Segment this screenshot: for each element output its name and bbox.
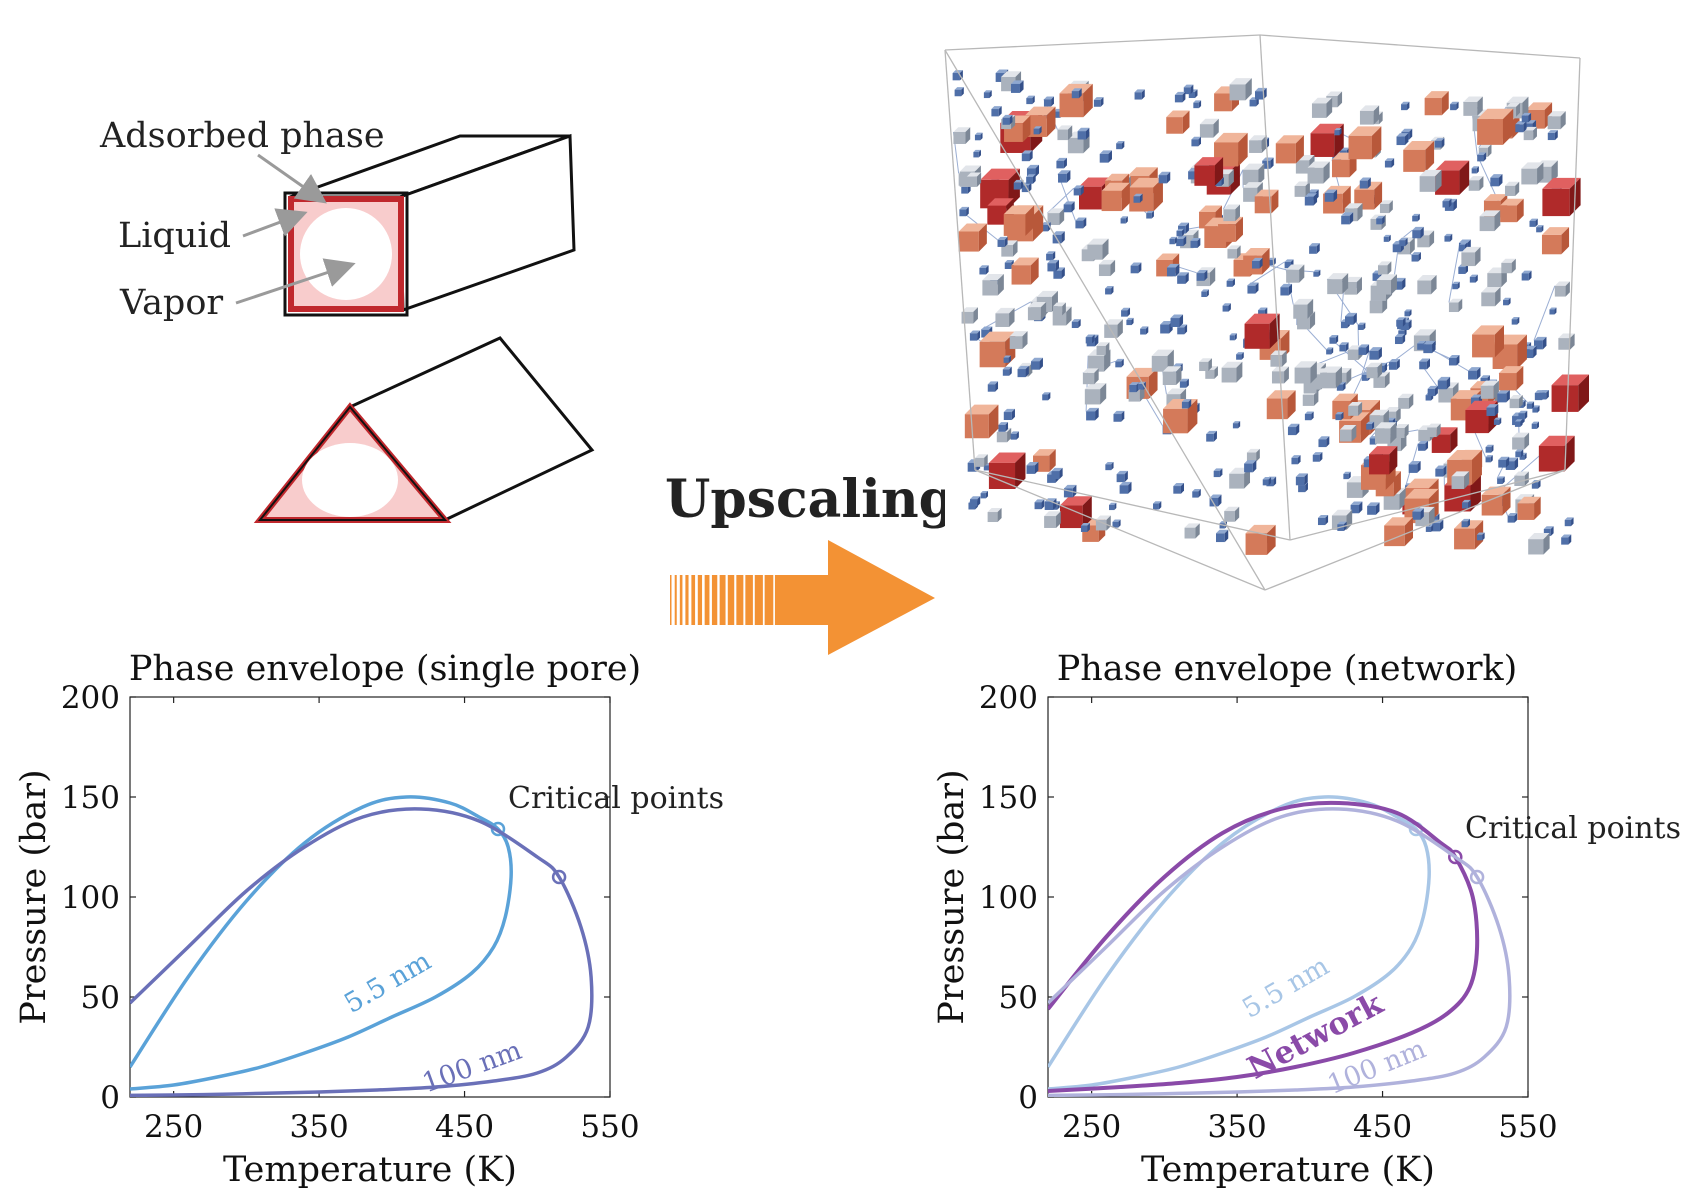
series-label: 100 nm xyxy=(418,1035,525,1099)
arrow-stripe xyxy=(679,575,683,625)
chart-title: Phase envelope (single pore) xyxy=(129,649,641,689)
vapor-bubble-triangle xyxy=(302,443,398,517)
vapor-pointer xyxy=(235,258,356,305)
arrow-stripe xyxy=(719,575,726,625)
y-tick-label: 50 xyxy=(81,980,120,1016)
square-pore-diagram xyxy=(283,133,576,317)
vapor-label: Vapor xyxy=(119,283,223,323)
y-tick-label: 50 xyxy=(999,980,1038,1016)
arrow-head xyxy=(828,540,935,655)
y-tick-label: 100 xyxy=(61,880,120,916)
network-pores xyxy=(952,69,1589,555)
critical-point-marker xyxy=(1448,849,1463,865)
y-tick-label: 0 xyxy=(100,1080,120,1116)
plot-area xyxy=(129,696,611,1098)
arrow-stripe xyxy=(670,575,672,625)
y-axis-label: Pressure (bar) xyxy=(14,769,54,1024)
liquid-pointer xyxy=(242,208,308,238)
arrow-stripe xyxy=(754,575,763,625)
series-label: 5.5 nm xyxy=(339,946,436,1020)
arrow-stripe xyxy=(711,575,718,625)
y-axis-label: Pressure (bar) xyxy=(932,769,972,1024)
x-axis-label: Temperature (K) xyxy=(223,1150,517,1190)
y-tick-label: 200 xyxy=(61,680,120,716)
chart-network: Phase envelope (network) 250 350 450 550 0 50 1… xyxy=(932,649,1681,1190)
liquid-label: Liquid xyxy=(118,216,231,256)
y-tick-label: 100 xyxy=(979,880,1038,916)
vapor-bubble xyxy=(300,208,392,300)
arrow-stripe xyxy=(764,575,774,625)
y-tick-label: 200 xyxy=(979,680,1038,716)
adsorbed-phase-pointer xyxy=(257,153,327,204)
arrow-stripe xyxy=(691,575,696,625)
chart-title: Phase envelope (network) xyxy=(1057,649,1518,689)
x-tick-label: 250 xyxy=(1062,1109,1121,1145)
arrow-stripe xyxy=(736,575,744,625)
y-tick-label: 150 xyxy=(61,780,120,816)
x-axis-label: Temperature (K) xyxy=(1141,1150,1435,1190)
x-tick-label: 350 xyxy=(290,1109,349,1145)
pore-network-3d xyxy=(944,34,1589,595)
series-line-100-nm xyxy=(1048,807,1512,1097)
x-tick-label: 450 xyxy=(1353,1109,1412,1145)
y-tick-label: 150 xyxy=(979,780,1038,816)
critical-points-annotation: Critical points xyxy=(508,781,724,816)
x-tick-label: 550 xyxy=(580,1109,639,1145)
critical-points-annotation: Critical points xyxy=(1465,811,1681,846)
adsorbed-phase-label: Adsorbed phase xyxy=(99,116,385,156)
series-line-100-nm xyxy=(130,807,594,1097)
arrow-stripe xyxy=(727,575,735,625)
arrow-stripe xyxy=(697,575,703,625)
arrow-stripe xyxy=(704,575,710,625)
chart-single-pore: Phase envelope (single pore) 250 350 450 550… xyxy=(14,649,724,1190)
arrow-stripe xyxy=(745,575,753,625)
critical-point-marker xyxy=(551,869,567,885)
arrow-stripe xyxy=(685,575,689,625)
series-line-5-5-nm xyxy=(130,795,513,1091)
upscaling-arrow xyxy=(670,540,935,655)
upscaling-label: Upscaling xyxy=(665,469,955,530)
triangular-pore-diagram xyxy=(253,336,595,523)
x-tick-label: 450 xyxy=(435,1109,494,1145)
x-tick-label: 250 xyxy=(144,1109,203,1145)
x-tick-label: 550 xyxy=(1498,1109,1557,1145)
series-line-5-5-nm xyxy=(1048,795,1431,1091)
y-tick-label: 0 xyxy=(1018,1080,1038,1116)
arrow-shaft xyxy=(774,575,830,625)
x-tick-label: 350 xyxy=(1208,1109,1267,1145)
series-line-network xyxy=(1048,800,1480,1093)
arrow-stripe xyxy=(674,575,677,625)
critical-point-marker xyxy=(1469,869,1485,885)
network-bounding-box xyxy=(944,34,1581,591)
